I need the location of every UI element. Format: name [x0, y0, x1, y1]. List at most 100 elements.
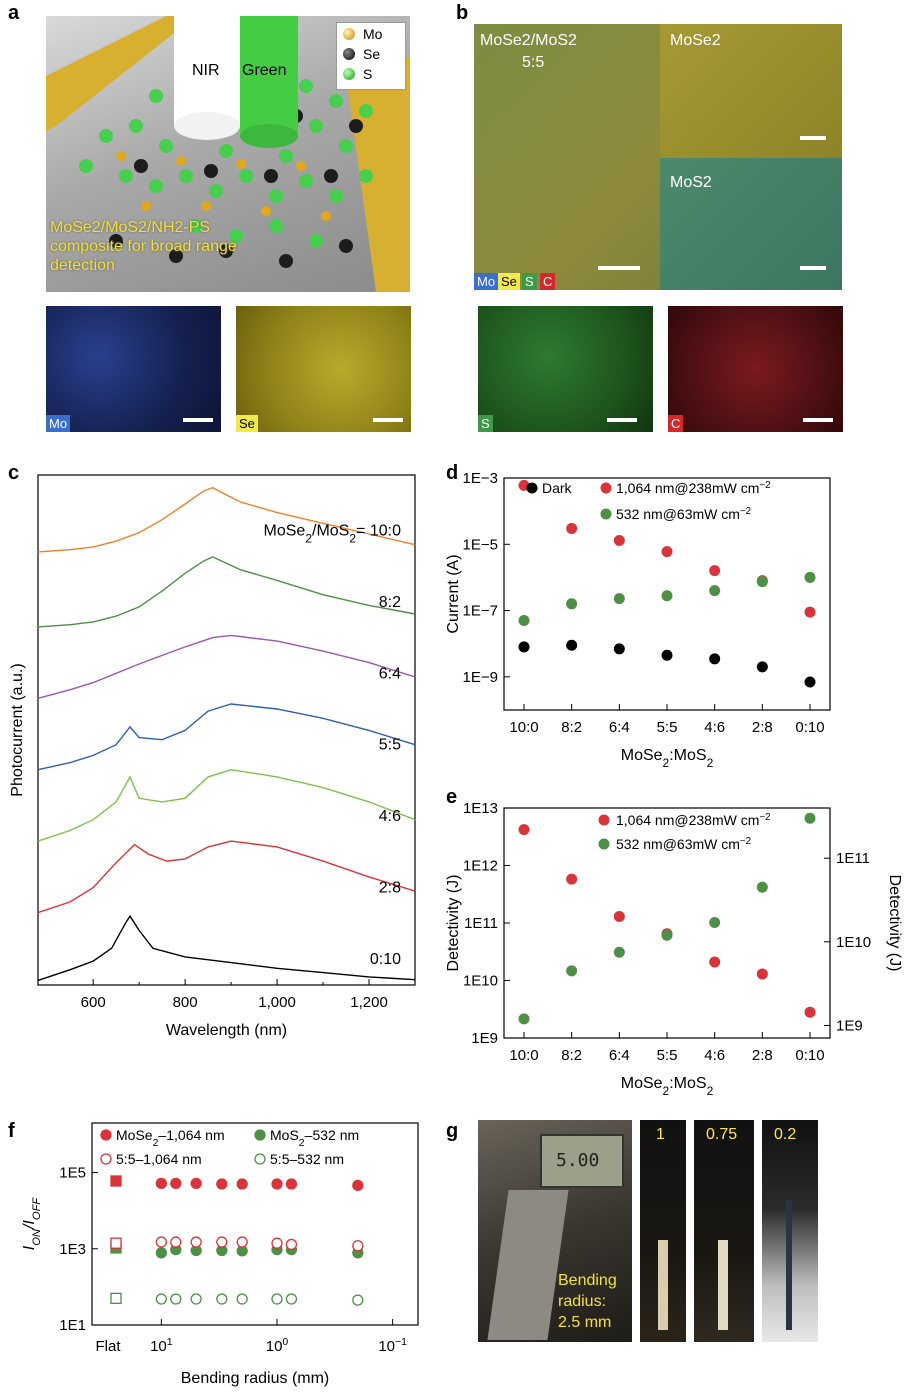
- data-point: [170, 1293, 182, 1305]
- x-axis-label: MoSe2:MoS2: [621, 747, 714, 770]
- data-point: [613, 910, 625, 922]
- data-point: [613, 643, 625, 655]
- data-point: [190, 1293, 202, 1305]
- chip-c: C: [540, 273, 556, 290]
- x-tick-label: 10−1: [378, 1336, 407, 1355]
- legend-label: 5:5–1,064 nm: [116, 1151, 202, 1167]
- x-tick-label: 100: [266, 1336, 289, 1355]
- detectivity-chart: 1E13 1E12 1E11 1E10 1E9 1E11 1E10 1E9 10:0 8:2 6:4…: [445, 800, 903, 1098]
- series-line: [37, 486, 416, 553]
- data-point: [566, 639, 578, 651]
- y-tick-label: 1E−7: [463, 603, 498, 620]
- bend-photo-02: 0.2: [762, 1120, 818, 1342]
- s-atom-icon: [343, 68, 355, 80]
- scale-bar: [800, 266, 826, 270]
- rod: [658, 1240, 668, 1330]
- data-point: [155, 1177, 167, 1190]
- s-map: S: [478, 306, 653, 432]
- data-point: [661, 929, 673, 941]
- c-map: C: [668, 306, 843, 432]
- composite-title-text: MoSe2/MoS2: [480, 32, 577, 49]
- legend-marker: [254, 1153, 266, 1165]
- data-point: [236, 1293, 248, 1305]
- data-point: [804, 676, 816, 688]
- series-line: [37, 914, 416, 982]
- data-point: [216, 1293, 228, 1305]
- composite-ratio: 5:5: [522, 54, 545, 71]
- series-line: [37, 768, 416, 842]
- plot-frame: [91, 1122, 419, 1326]
- data-point: [709, 653, 721, 665]
- series-line: [37, 634, 416, 699]
- se-map: Se: [236, 306, 411, 432]
- series-label: 0:10: [370, 951, 401, 968]
- data-point: [709, 917, 721, 929]
- caliper-photo: 5.00 Bending radius: 2.5 mm: [478, 1120, 632, 1342]
- series-label: MoSe2/MoS2= 10:0: [264, 522, 402, 545]
- panel-g-label: g: [446, 1120, 459, 1142]
- data-point: [352, 1240, 364, 1252]
- data-point: [661, 649, 673, 661]
- data-point: [661, 546, 673, 558]
- x-axis-label: Wavelength (nm): [166, 1022, 287, 1039]
- data-point: [756, 576, 768, 588]
- data-point: [170, 1177, 182, 1190]
- legend-marker: [100, 1129, 112, 1141]
- data-point: [566, 873, 578, 885]
- panel-b-label: b: [456, 2, 469, 24]
- x-tick-label: 6:4: [609, 1047, 630, 1064]
- data-point: [285, 1178, 298, 1190]
- data-point: [756, 968, 768, 980]
- x-tick-label: 4:6: [704, 719, 725, 736]
- data-point: [236, 1236, 248, 1248]
- data-point: [518, 641, 530, 653]
- y-tick-label: 1E−9: [463, 669, 498, 686]
- x-tick-label: 5:5: [657, 1047, 678, 1064]
- se-chip: Se: [236, 415, 258, 432]
- data-point: [352, 1294, 364, 1306]
- scale-bar: [800, 136, 826, 140]
- on-off-ratio-chart: 1E5 1E3 1E1 Flat 101 100 10−1 MoSe2–1,064 nm MoS…: [21, 1122, 419, 1387]
- y-tick-label: 1E−5: [463, 536, 498, 553]
- data-point: [566, 598, 578, 610]
- caption-line-2: composite for broad range: [50, 238, 237, 255]
- y-tick-label: 1E10: [463, 973, 498, 990]
- panel-e-label: e: [446, 786, 458, 808]
- legend-marker: [100, 1153, 112, 1165]
- mo-chip: Mo: [46, 415, 71, 432]
- data-point: [518, 1013, 530, 1025]
- x-tick-label: 1,200: [350, 994, 388, 1011]
- data-point: [271, 1237, 283, 1249]
- legend-label: 532 nm@63mW cm−2: [616, 836, 751, 853]
- legend-mo: Mo: [363, 26, 383, 42]
- data-point: [709, 585, 721, 597]
- schematic-drawing: [46, 16, 410, 292]
- data-point: [566, 522, 578, 534]
- caption-line-1: MoSe2/MoS2/NH2-PS: [50, 219, 211, 236]
- legend-marker: [598, 814, 610, 826]
- x-tick-label-flat: Flat: [95, 1338, 121, 1355]
- c-chip: C: [668, 415, 684, 432]
- caption-line-3: detection: [50, 257, 115, 274]
- green-beam: [240, 16, 298, 136]
- composite-caption: MoSe2/MoS2/NH2-PS composite for broad ra…: [50, 218, 237, 275]
- y-tick-label: 1E−3: [463, 470, 498, 487]
- scale-bar: [598, 266, 640, 270]
- bend-label-1: 1: [656, 1126, 665, 1143]
- series-line: [37, 840, 416, 914]
- y-axis-label: Photocurrent (a.u.): [9, 663, 26, 796]
- legend-label: 1,064 nm@238mW cm−2: [616, 812, 771, 829]
- x-tick-label: 800: [173, 994, 198, 1011]
- composite-title: MoSe2/MoS2: [480, 32, 577, 50]
- legend-marker: [598, 838, 610, 850]
- mose2-title: MoSe2: [670, 32, 721, 49]
- legend-label: MoSe2–1,064 nm: [116, 1127, 225, 1149]
- flat-marker: [110, 1175, 122, 1187]
- legend-marker: [600, 482, 612, 494]
- rod: [718, 1240, 728, 1330]
- x-tick-label: 2:8: [752, 1047, 773, 1064]
- data-point: [518, 824, 530, 836]
- bending-line-1: Bending: [558, 1272, 617, 1289]
- bend-photo-075: 0.75: [694, 1120, 754, 1342]
- x-tick-label: 5:5: [657, 719, 678, 736]
